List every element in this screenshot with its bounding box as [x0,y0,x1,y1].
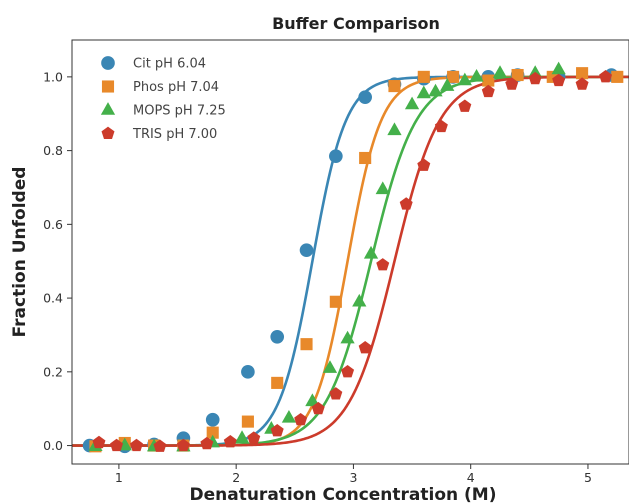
data-point [375,181,390,195]
plot-frame [71,39,629,465]
data-point [241,415,254,428]
data-point [206,426,219,439]
data-point [270,329,285,344]
data-point [611,70,624,83]
data-point [576,67,589,80]
data-point [241,365,255,379]
y-tick-label: 0.2 [43,364,63,379]
data-point [358,90,372,104]
y-tick-label: 0.0 [43,438,63,453]
data-point [311,401,325,415]
data-point [299,243,314,257]
data-point [388,80,401,93]
data-point [223,435,237,448]
legend-label: Cit pH 6.04 [133,57,206,72]
y-tick-label: 1.0 [43,69,63,84]
data-point [511,68,524,82]
data-point [130,438,143,452]
data-point [417,158,431,171]
data-point [552,73,566,87]
data-point [352,293,367,307]
data-point [110,438,124,452]
legend-marker [101,126,115,140]
data-point [281,409,297,423]
data-point [92,435,106,449]
data-point [457,72,472,86]
data-point [200,436,214,450]
data-point [234,430,250,443]
legend-marker [101,56,115,70]
legend-label: MOPS pH 7.25 [133,104,226,119]
data-point [404,96,420,110]
data-point [399,197,413,210]
data-points [82,61,624,454]
data-point [363,245,379,259]
data-point [551,61,566,75]
x-tick-label: 3 [349,470,357,485]
legend-marker [100,102,116,115]
x-tick-label: 1 [115,470,123,485]
y-tick-label: 0.6 [43,217,63,232]
axis-ticks: 1 2 3 4 5 0.0 0.2 0.4 0.6 0.8 1.0 [43,69,592,485]
data-point [340,330,355,344]
chart-title: Buffer Comparison [272,14,440,33]
data-point [270,424,284,437]
data-point [305,393,320,407]
x-tick-label: 4 [467,470,475,485]
data-point [387,122,402,136]
data-point [359,151,372,165]
y-axis-label: Fraction Unfolded [10,167,30,338]
data-point [271,376,284,389]
data-point [469,68,484,82]
data-point [447,70,460,83]
legend: Cit pH 6.04 Phos pH 7.04 MOPS pH 7.25 TRIS … [100,56,226,142]
data-point [329,387,343,400]
data-point [205,412,220,427]
data-point [599,70,613,83]
x-axis-label: Denaturation Concentration (M) [189,485,496,504]
y-tick-label: 0.8 [43,143,63,158]
legend-label: TRIS pH 7.00 [132,127,217,142]
data-point [329,149,343,163]
data-point [153,439,167,452]
data-point [176,438,190,452]
data-point [428,83,443,97]
data-point [481,84,495,98]
data-point [505,77,519,90]
data-point [247,431,261,444]
legend-marker [101,80,115,93]
data-point [575,77,589,90]
data-point [329,295,342,308]
data-point [300,338,313,351]
x-tick-label: 2 [232,470,240,485]
data-point [440,78,455,91]
y-tick-label: 0.4 [43,291,63,306]
x-tick-label: 5 [584,470,592,485]
data-point [417,70,430,83]
data-point [416,85,431,99]
data-point [322,360,338,373]
data-point [492,65,508,78]
data-point [434,119,448,133]
data-point [458,99,472,112]
data-point [294,412,308,426]
data-point [358,341,372,354]
data-point [528,71,542,85]
data-point [482,74,495,87]
data-point [341,365,355,378]
legend-label: Phos pH 7.04 [133,80,219,95]
data-point [376,258,390,271]
